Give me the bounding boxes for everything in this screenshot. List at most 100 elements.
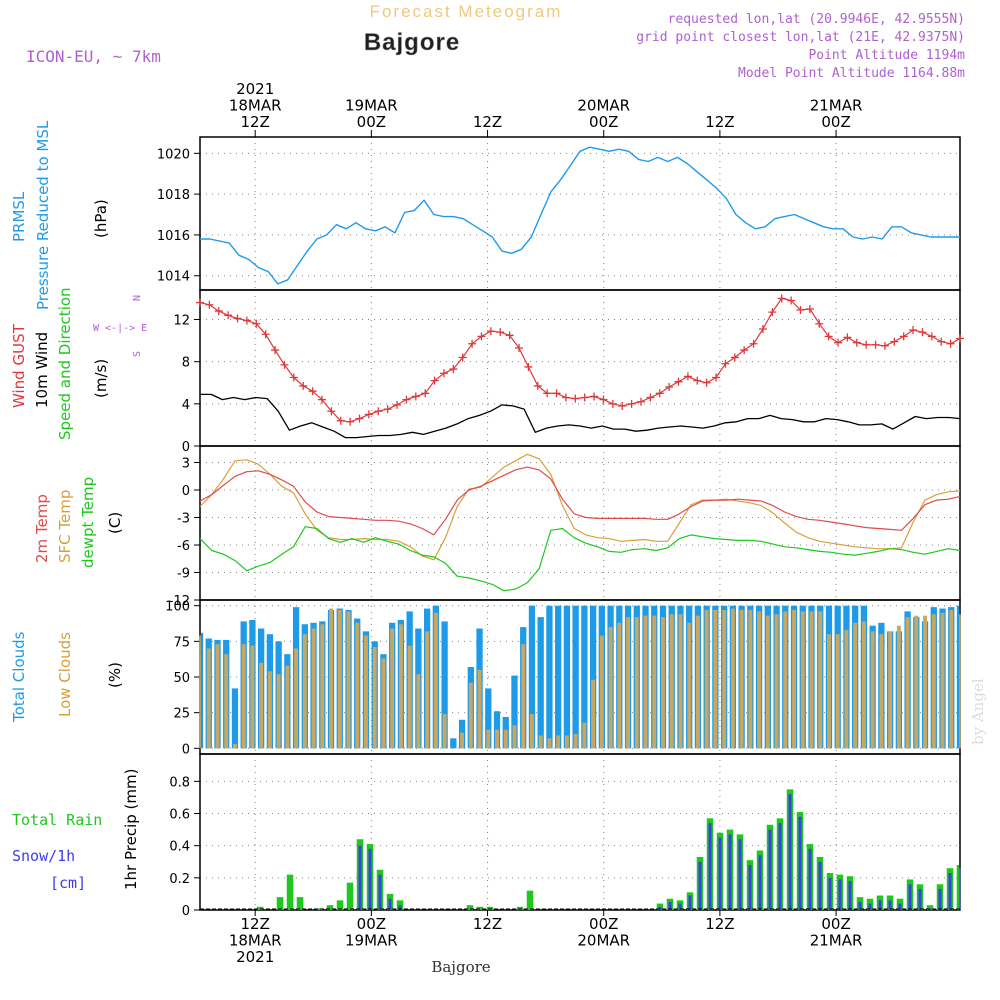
top-time-label: 21MAR <box>810 97 863 115</box>
gust-marker <box>430 376 439 385</box>
wind-label: 10m Wind <box>33 332 51 408</box>
snow-bar <box>398 905 402 910</box>
low-cloud-bar <box>914 615 919 749</box>
gust-marker <box>271 346 280 355</box>
rain-bar <box>256 906 264 910</box>
low-cloud-bar <box>827 634 831 749</box>
clouds-ytick-label: 50 <box>173 671 190 686</box>
gust-marker <box>730 353 739 362</box>
low-cloud-bar <box>337 609 342 749</box>
rain-bar <box>336 900 344 910</box>
gust-marker <box>655 389 664 398</box>
low-cloud-bar <box>643 615 648 749</box>
gust-marker <box>852 338 861 347</box>
gust-marker <box>787 296 796 305</box>
gust-marker <box>364 410 373 419</box>
gust-marker <box>468 339 477 348</box>
low-cloud-bar <box>931 614 936 749</box>
low-cloud-bar <box>547 738 552 749</box>
bottom-time-label: 12Z <box>240 915 269 933</box>
gust-marker <box>515 343 524 352</box>
top-time-label: 2021 <box>236 80 274 98</box>
low-cloud-bar <box>844 629 849 749</box>
gust-marker <box>871 340 880 349</box>
gust-marker <box>909 326 918 335</box>
product-title: Forecast Meteogram <box>370 2 563 21</box>
total-cloud-bar <box>537 617 544 749</box>
rain-bar <box>466 905 474 910</box>
gust-marker <box>486 327 495 336</box>
temp-ytick-label: 3 <box>182 457 190 472</box>
gust-marker <box>346 417 355 426</box>
snow-bar <box>798 816 802 910</box>
pressure-ytick-label: 1014 <box>157 270 190 285</box>
snow-bar <box>828 877 832 910</box>
gust-marker <box>543 389 552 398</box>
gust-marker <box>937 337 946 346</box>
wind-ytick-label: 0 <box>182 440 190 455</box>
low-cloud-bar <box>206 648 211 749</box>
total-cloud-bar <box>450 738 457 749</box>
low-cloud-bar <box>757 611 762 749</box>
pressure-ytick-label: 1018 <box>157 188 190 203</box>
gust-marker <box>927 332 936 341</box>
temp-label: 2m Temp <box>33 494 51 563</box>
snow-bar <box>388 898 392 910</box>
clouds-ytick-label: 0 <box>182 742 190 757</box>
low-cloud-bar <box>739 609 744 749</box>
rain-bar <box>956 864 959 910</box>
gust-marker <box>496 328 505 337</box>
temp-ytick-label: -9 <box>177 567 190 582</box>
low-cloud-bar <box>879 634 884 749</box>
total-cloud-label: Total Clouds <box>10 631 28 723</box>
wind-unit: (m/s) <box>92 359 110 398</box>
clouds-unit: (%) <box>106 662 124 688</box>
gust-marker <box>393 400 402 409</box>
temp-frame <box>199 445 961 601</box>
temp-ytick-label: -3 <box>177 512 190 527</box>
gust-marker <box>843 333 852 342</box>
grid-point-coords: grid point closest lon,lat (21E, 42.9375… <box>636 30 965 45</box>
low-cloud-bar <box>783 611 788 749</box>
gust-marker <box>561 393 570 402</box>
gust-marker <box>599 395 608 404</box>
gust-marker <box>421 389 430 398</box>
low-cloud-bar <box>774 614 779 749</box>
gust-marker <box>533 381 542 390</box>
precip-ytick-label: 0.6 <box>169 808 190 823</box>
watermark: by Angel <box>969 678 987 745</box>
low-cloud-bar <box>259 662 264 749</box>
top-time-label: 19MAR <box>345 97 398 115</box>
gust-marker <box>749 339 758 348</box>
low-cloud-bar <box>398 624 403 749</box>
bottom-time-label: 12Z <box>473 915 502 933</box>
snow-bar <box>959 868 961 910</box>
snow-bar <box>778 823 782 910</box>
total-cloud-bar <box>441 621 448 749</box>
low-cloud-bar <box>285 665 290 749</box>
snow-bar <box>878 900 882 910</box>
rain-bar <box>346 882 354 910</box>
low-cloud-bar <box>232 744 237 749</box>
low-cloud-bar <box>818 611 823 749</box>
low-cloud-bar <box>442 714 447 749</box>
snow-bar <box>858 901 862 910</box>
low-cloud-bar <box>407 645 412 749</box>
low-cloud-bar <box>626 617 630 749</box>
top-time-label: 00Z <box>589 113 618 131</box>
wind-dir-label: Speed and Direction <box>56 287 74 440</box>
low-cloud-bar <box>905 617 910 749</box>
low-cloud-bar <box>495 729 499 749</box>
gust-marker <box>477 332 486 341</box>
gust-marker <box>674 377 683 386</box>
location-title: Bajgore <box>364 29 460 56</box>
snow-bar <box>358 845 362 910</box>
rain-bar <box>516 906 524 910</box>
compass-s: S <box>132 351 143 357</box>
gust-marker <box>196 298 204 307</box>
gust-marker <box>458 353 467 362</box>
low-cloud-bar <box>250 645 255 749</box>
gust-marker <box>740 346 749 355</box>
clouds-ylabel: Total Clouds Low Clouds (%) <box>10 631 124 723</box>
low-cloud-bar <box>477 669 482 749</box>
